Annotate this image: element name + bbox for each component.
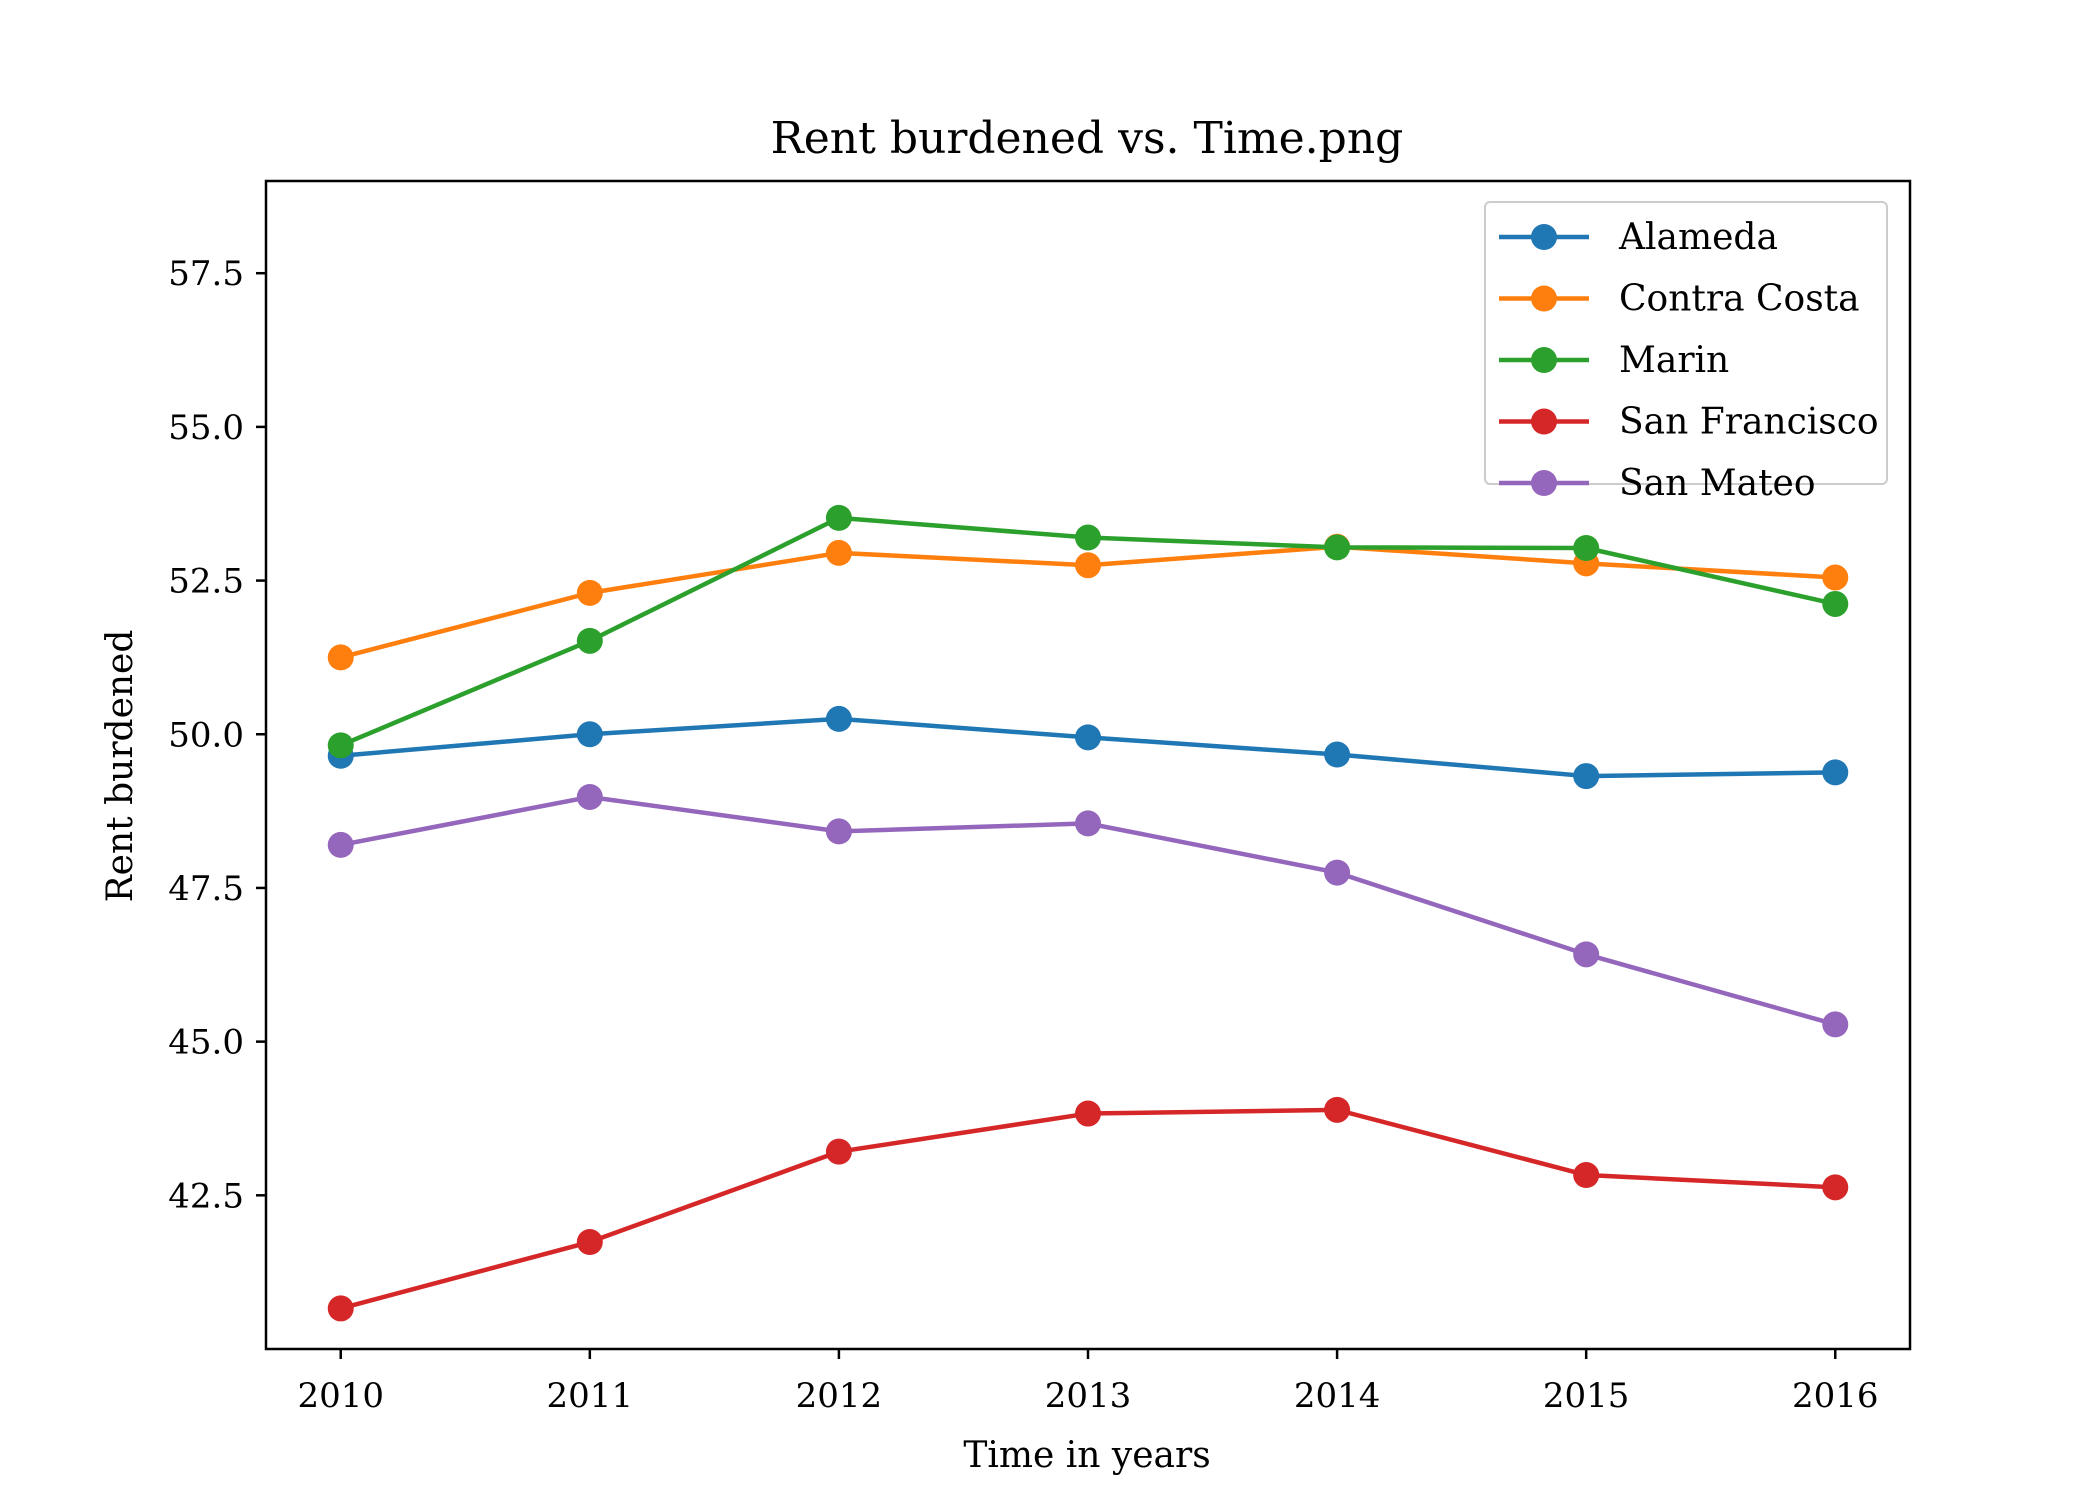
y-tick-label: 47.5 [168, 869, 244, 909]
series-layer [327, 504, 1849, 1322]
x-axis-label: Time in years [963, 1435, 1210, 1476]
legend-box [1484, 201, 1888, 485]
data-point [825, 818, 852, 845]
data-point [825, 539, 852, 566]
data-point [1573, 941, 1600, 968]
data-point [576, 783, 603, 810]
x-tick-label: 2010 [297, 1376, 384, 1416]
x-tick-label: 2012 [796, 1376, 883, 1416]
legend-label: Alameda [1618, 217, 1778, 258]
legend-label: Marin [1619, 340, 1729, 381]
legend-item: Marin [1499, 340, 1729, 381]
data-point [1324, 534, 1351, 561]
series-contra-costa [327, 533, 1849, 671]
chart-title: Rent burdened vs. Time.png [771, 113, 1404, 164]
legend-label: Contra Costa [1619, 279, 1860, 320]
x-tick-label: 2013 [1045, 1376, 1132, 1416]
data-point [1822, 564, 1849, 591]
data-point [1075, 810, 1101, 837]
plot-frame [264, 179, 1912, 1351]
y-tick-label: 50.0 [168, 715, 244, 755]
data-point [576, 627, 603, 654]
data-point [1324, 1096, 1351, 1123]
legend-marker [1531, 408, 1557, 435]
legend-marker [1531, 285, 1557, 312]
legend-label: San Mateo [1619, 463, 1816, 504]
data-point [1573, 534, 1600, 561]
data-point [1573, 1162, 1600, 1189]
y-axis-label: Rent burdened [100, 630, 141, 903]
data-point [576, 1229, 603, 1256]
data-point [1075, 724, 1101, 751]
y-tick-label: 55.0 [168, 408, 244, 448]
legend-item: San Mateo [1499, 463, 1816, 504]
legend-item: Contra Costa [1499, 279, 1860, 320]
data-point [327, 644, 354, 671]
legend-label: San Francisco [1619, 402, 1879, 443]
legend-item: San Francisco [1499, 402, 1879, 443]
legend-item: Alameda [1499, 217, 1778, 258]
y-tick-label: 57.5 [168, 254, 244, 294]
x-tick-label: 2011 [547, 1376, 634, 1416]
legend-marker [1531, 470, 1557, 496]
data-point [327, 1295, 354, 1322]
data-point [327, 732, 354, 759]
data-point [1075, 1100, 1101, 1127]
x-tick-label: 2016 [1792, 1376, 1879, 1416]
data-point [825, 705, 852, 732]
data-point [1822, 1174, 1849, 1201]
legend-marker [1531, 347, 1557, 373]
data-point [1822, 1011, 1849, 1038]
data-point [327, 831, 354, 858]
data-point [576, 721, 603, 748]
series-san-mateo [327, 783, 1849, 1038]
data-point [1573, 763, 1600, 790]
data-point [1822, 590, 1849, 617]
data-point [1324, 859, 1351, 886]
y-axis: 42.5 45.0 47.5 50.0 52.5 55.0 57.5 [168, 254, 266, 1216]
series-marin [327, 504, 1849, 759]
data-point [1075, 524, 1101, 551]
data-point [1822, 759, 1849, 786]
data-point [825, 1138, 852, 1165]
y-tick-label: 45.0 [168, 1023, 244, 1063]
data-point [1075, 552, 1101, 579]
x-axis: 2010 2011 2012 2013 2014 2015 2016 [297, 1349, 1879, 1416]
series-san-francisco [327, 1096, 1849, 1322]
legend-marker [1531, 224, 1557, 250]
x-tick-label: 2015 [1543, 1376, 1630, 1416]
y-tick-label: 42.5 [168, 1176, 244, 1216]
data-point [1324, 741, 1351, 768]
y-tick-label: 52.5 [168, 562, 244, 602]
legend: Alameda Contra Costa Marin San Francisco San… [1484, 201, 1888, 504]
x-tick-label: 2014 [1294, 1376, 1381, 1416]
data-point [825, 504, 852, 531]
data-point [576, 579, 603, 606]
